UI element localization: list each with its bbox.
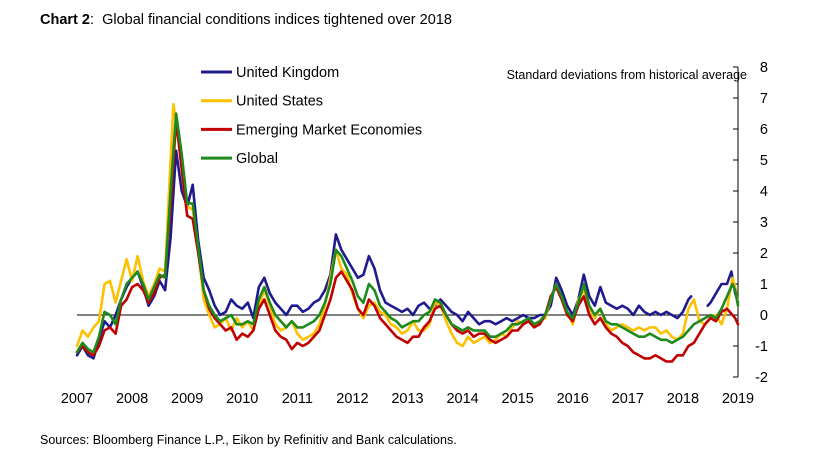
chart-title: Chart 2: Global financial conditions ind… [40,12,452,28]
y-tick-label: 1 [760,277,768,293]
y-tick-label: 4 [760,184,768,200]
legend-label-global: Global [236,151,278,167]
x-tick-label: 2011 [282,391,313,407]
y-tick-label: 2 [760,246,768,262]
y-tick-label: -1 [755,339,768,355]
x-tick-label: 2017 [612,391,644,407]
series-line-global [75,112,740,354]
y-tick-label: -2 [755,370,768,386]
x-tick-label: 2015 [502,391,534,407]
y-tick-label: 7 [760,91,768,107]
x-tick-label: 2016 [557,391,589,407]
x-tick-label: 2009 [171,391,203,407]
x-tick-label: 2013 [391,391,423,407]
y-tick-label: 6 [760,122,768,138]
legend-label-united-kingdom: United Kingdom [236,65,339,81]
legend-label-emerging-market-economies: Emerging Market Economies [236,122,422,138]
y-tick-label: 3 [760,215,768,231]
x-tick-label: 2007 [61,391,93,407]
y-tick-label: 0 [760,308,768,324]
x-tick-label: 2008 [116,391,148,407]
series-line-emerging-market-economies [75,118,740,363]
chart-title-label: Chart 2 [40,12,90,28]
x-tick-label: 2014 [446,391,478,407]
y-axis-label: Standard deviations from historical aver… [507,68,747,82]
source-note: Sources: Bloomberg Finance L.P., Eikon b… [40,433,457,447]
series-line-united-kingdom [75,149,693,360]
x-tick-label: 2010 [226,391,258,407]
x-tick-label: 2018 [667,391,699,407]
y-tick-label: 8 [760,60,768,76]
y-tick-label: 5 [760,153,768,169]
chart-title-text: Global financial conditions indices tigh… [102,12,452,28]
legend-label-united-states: United States [236,94,323,110]
x-tick-label: 2012 [336,391,368,407]
x-tick-label: 2019 [722,391,754,407]
